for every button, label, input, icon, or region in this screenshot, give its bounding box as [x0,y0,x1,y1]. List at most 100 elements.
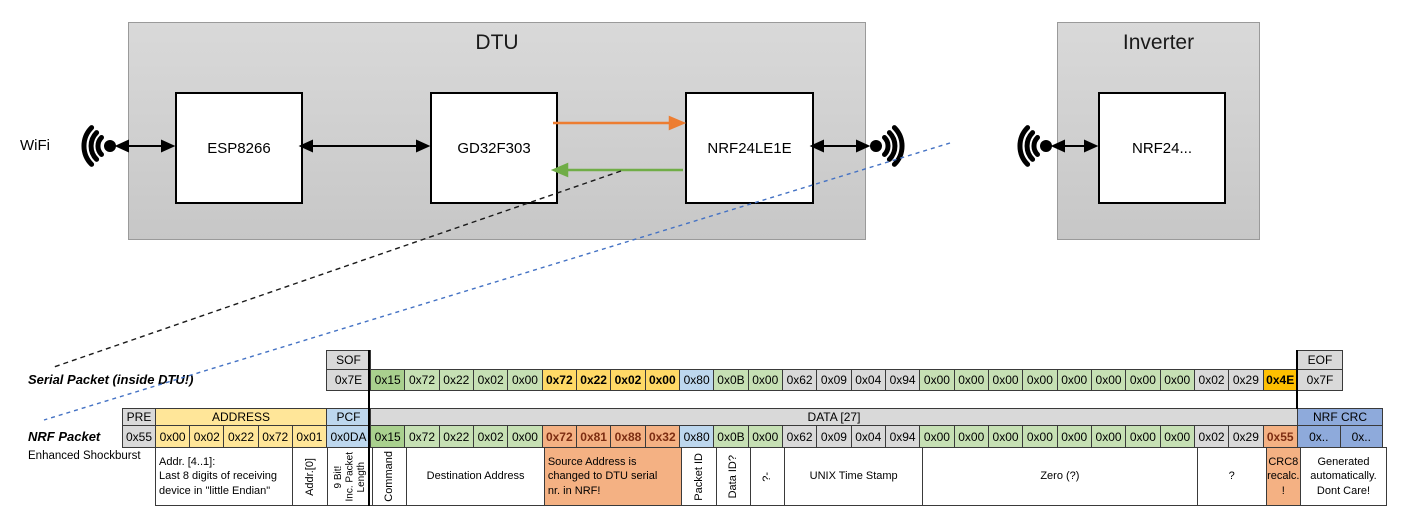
serial-byte-cell: 0x72 [541,369,577,391]
pcf-header: PCF [326,408,371,426]
serial-byte-cell: 0x80 [678,369,715,391]
address-byte-cell: 0x02 [189,425,225,448]
annotation-cell: Addr. [4..1]: Last 8 digits of receiving… [155,447,293,506]
annotation-cell: Addr.[0] [292,447,328,506]
nrf-byte-cell: 0x00 [1125,425,1161,448]
serial-byte-cell: 0x0B [713,369,749,391]
chip-nrf24le1e: NRF24LE1E [685,92,814,204]
serial-byte-cell: 0x09 [816,369,852,391]
serial-byte-cell: 0x00 [1022,369,1058,391]
serial-byte-cell: 0x00 [1159,369,1195,391]
pcf-byte-cell: 0x0DA [326,425,371,448]
annotation-cell: Zero (?) [921,447,1198,506]
annotation-cell: ? [1196,447,1267,506]
nrf-byte-cell: 0x00 [507,425,543,448]
pre-byte-cell: 0x55 [122,425,156,448]
nrf-byte-cell: 0x81 [575,425,612,448]
annotation-cell: Source Address is changed to DTU serial … [543,447,683,506]
packet-alignment-line-left [368,350,370,506]
annotation-cell: Packet ID [681,447,717,506]
nrf-crc-header: NRF CRC [1297,408,1383,426]
serial-byte-cell: 0x00 [747,369,783,391]
nrf-byte-cell: 0x00 [1090,425,1127,448]
serial-byte-cell: 0x00 [644,369,680,391]
nrf-byte-cell: 0x02 [1193,425,1230,448]
nrf-crc-byte-row: 0x.. 0x.. [1297,425,1383,448]
eof-byte-cell: 0x7F [1297,369,1343,391]
nrf-byte-cell: 0x00 [919,425,955,448]
nrf-byte-cell: 0x22 [438,425,474,448]
serial-packet-label: Serial Packet (inside DTU!) [28,372,194,387]
annotation-text: CRC8 recalc. ! [1267,456,1300,497]
annotation-text: Data ID? [727,454,740,499]
nrf-byte-cell: 0x00 [987,425,1024,448]
annotation-cell: Generated automatically. Dont Care! [1300,447,1387,506]
chip-inverter-nrf24: NRF24... [1098,92,1226,204]
serial-byte-cell: 0x00 [1056,369,1092,391]
nrf-byte-cell: 0x00 [747,425,783,448]
nrf-byte-cell: 0x00 [953,425,989,448]
annotation-text: Zero (?) [1040,470,1080,483]
chip-gd32f303: GD32F303 [430,92,558,204]
nrf-byte-cell: 0x00 [1056,425,1092,448]
serial-byte-cell: 0x62 [781,369,818,391]
serial-byte-cell: 0x22 [575,369,612,391]
nrf-byte-cell: 0x80 [678,425,715,448]
serial-byte-cell: 0x02 [472,369,509,391]
serial-byte-cell: 0x15 [370,369,406,391]
address-byte-cell: 0x22 [223,425,259,448]
address-byte-cell: 0x72 [257,425,293,448]
nrf-byte-cell: 0x72 [404,425,440,448]
annotation-cell: UNIX Time Stamp [784,447,923,506]
nrf-byte-cell: 0x04 [850,425,886,448]
enhanced-shockburst-label: Enhanced Shockburst [28,450,141,462]
annotation-cell: Data ID? [715,447,752,506]
wifi-label: WiFi [20,137,50,154]
serial-byte-cell: 0x4E [1262,369,1298,391]
crc-byte-cell: 0x.. [1339,425,1383,448]
nrf-packet-label: NRF Packet [28,429,101,444]
nrf-byte-cell: 0x32 [644,425,680,448]
address-byte-cell: 0x00 [155,425,191,448]
annotation-text: Source Address is changed to DTU serial … [547,456,658,497]
pre-header: PRE [122,408,156,426]
annotation-text: Command [383,451,396,502]
annotation-text: Addr.[0] [303,457,316,496]
serial-byte-cell: 0x00 [987,369,1024,391]
nrf-byte-cell: 0x09 [816,425,852,448]
serial-byte-cell: 0x02 [1193,369,1230,391]
nrf-byte-cell: 0x62 [781,425,818,448]
nrf-byte-cell: 0x00 [1022,425,1058,448]
serial-byte-cell: 0x94 [884,369,921,391]
serial-byte-cell: 0x02 [610,369,646,391]
address-byte-row: 0x00 0x02 0x22 0x72 0x01 [155,425,328,448]
annotation-cell: Destination Address [406,447,545,506]
annotation-text: Generated automatically. Dont Care! [1310,456,1377,497]
annotation-cell: ?- [750,447,786,506]
annotation-text: UNIX Time Stamp [809,470,898,483]
packet-alignment-line-right [1296,350,1298,409]
nrf-byte-cell: 0x88 [610,425,646,448]
crc-byte-cell: 0x.. [1297,425,1341,448]
annotation-text: 9 Bit! Inc. Packet Length [332,451,367,502]
serial-byte-cell: 0x00 [953,369,989,391]
nrf-byte-cell: 0x55 [1262,425,1298,448]
sof-header: SOF [326,350,371,370]
serial-byte-cell: 0x00 [919,369,955,391]
wifi-icon [1017,125,1052,167]
sof-byte-cell: 0x7E [326,369,371,391]
nrf-byte-cell: 0x29 [1228,425,1264,448]
nrf-byte-cell: 0x0B [713,425,749,448]
wifi-icon [81,125,116,167]
serial-byte-cell: 0x04 [850,369,886,391]
serial-byte-row: 0x15 0x72 0x22 0x02 0x00 0x72 0x22 0x02 0x00 0x80… [370,369,1298,391]
serial-byte-cell: 0x22 [438,369,474,391]
nrf-byte-cell: 0x72 [541,425,577,448]
eof-header: EOF [1297,350,1343,370]
nrf-byte-cell: 0x15 [370,425,406,448]
nrf-byte-cell: 0x94 [884,425,921,448]
nrf-byte-row: 0x15 0x72 0x22 0x02 0x00 0x72 0x81 0x88 0x32 0x80… [370,425,1298,448]
serial-byte-cell: 0x29 [1228,369,1264,391]
annotation-text: Packet ID [692,452,705,501]
